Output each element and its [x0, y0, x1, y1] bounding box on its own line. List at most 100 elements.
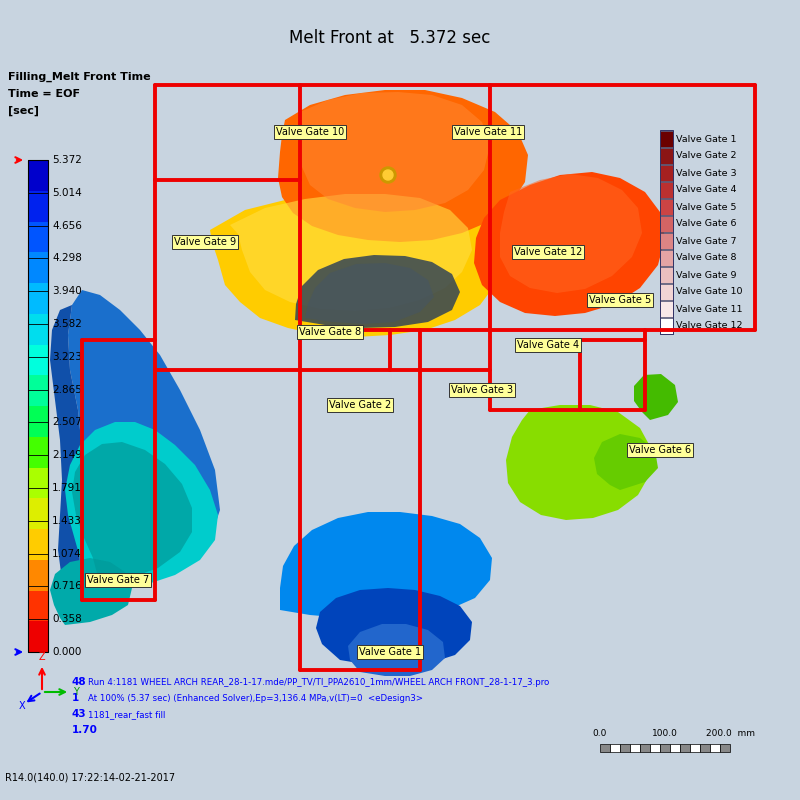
Bar: [620, 744, 630, 752]
Text: Time = EOF: Time = EOF: [8, 89, 80, 99]
Text: Valve Gate 7: Valve Gate 7: [676, 237, 737, 246]
Bar: [28, 622, 48, 652]
Bar: [660, 318, 673, 334]
Polygon shape: [278, 90, 528, 242]
Text: Valve Gate 2: Valve Gate 2: [329, 400, 391, 410]
Text: 1.433: 1.433: [52, 516, 82, 526]
Text: [sec]: [sec]: [8, 106, 39, 116]
Polygon shape: [634, 374, 678, 420]
Bar: [660, 130, 673, 334]
Text: 0.000: 0.000: [52, 647, 82, 657]
Bar: [660, 131, 673, 147]
Text: Valve Gate 7: Valve Gate 7: [87, 575, 149, 585]
Polygon shape: [210, 190, 500, 337]
Text: Valve Gate 12: Valve Gate 12: [514, 247, 582, 257]
Circle shape: [383, 170, 393, 180]
Bar: [660, 267, 673, 283]
Text: Valve Gate 1: Valve Gate 1: [676, 134, 737, 143]
Text: Valve Gate 6: Valve Gate 6: [676, 219, 737, 229]
Bar: [28, 314, 48, 345]
Bar: [600, 744, 610, 752]
Text: Valve Gate 3: Valve Gate 3: [676, 169, 737, 178]
Text: R14.0(140.0) 17:22:14-02-21-2017: R14.0(140.0) 17:22:14-02-21-2017: [5, 772, 175, 782]
Bar: [680, 744, 690, 752]
Text: Valve Gate 2: Valve Gate 2: [676, 151, 737, 161]
Text: Valve Gate 9: Valve Gate 9: [676, 270, 737, 279]
Text: X: X: [19, 701, 26, 711]
Text: Valve Gate 8: Valve Gate 8: [676, 254, 737, 262]
Text: Valve Gate 5: Valve Gate 5: [676, 202, 737, 211]
Polygon shape: [300, 92, 490, 212]
Bar: [660, 165, 673, 181]
Text: Filling_Melt Front Time: Filling_Melt Front Time: [8, 72, 150, 82]
Bar: [28, 498, 48, 529]
Text: 1: 1: [72, 693, 79, 703]
Polygon shape: [474, 172, 665, 316]
Text: 0.358: 0.358: [52, 614, 82, 624]
Bar: [640, 744, 650, 752]
Bar: [720, 744, 730, 752]
Text: 100.0: 100.0: [652, 729, 678, 738]
Bar: [660, 744, 670, 752]
Text: 43: 43: [72, 709, 86, 719]
Text: Valve Gate 11: Valve Gate 11: [676, 305, 742, 314]
Text: Valve Gate 6: Valve Gate 6: [629, 445, 691, 455]
Text: Z: Z: [38, 652, 46, 662]
Text: 5.014: 5.014: [52, 188, 82, 198]
Text: 1.074: 1.074: [52, 549, 82, 558]
Text: 2.149: 2.149: [52, 450, 82, 460]
Text: 4.656: 4.656: [52, 221, 82, 230]
Bar: [610, 744, 620, 752]
Bar: [700, 744, 710, 752]
Text: Y: Y: [73, 687, 79, 697]
Text: 48: 48: [72, 677, 86, 687]
Polygon shape: [316, 588, 472, 666]
Bar: [630, 744, 640, 752]
Text: Valve Gate 8: Valve Gate 8: [299, 327, 361, 337]
Bar: [710, 744, 720, 752]
Polygon shape: [500, 174, 642, 293]
Text: Valve Gate 4: Valve Gate 4: [517, 340, 579, 350]
Bar: [650, 744, 660, 752]
Text: Valve Gate 1: Valve Gate 1: [359, 647, 421, 657]
Bar: [670, 744, 680, 752]
Circle shape: [380, 167, 396, 183]
Text: Run 4:1181 WHEEL ARCH REAR_28-1-17.mde/PP_TV/TI_PPA2610_1mm/WHEEL ARCH FRONT_28-: Run 4:1181 WHEEL ARCH REAR_28-1-17.mde/P…: [88, 678, 550, 687]
Polygon shape: [280, 512, 492, 619]
Polygon shape: [72, 442, 192, 585]
Text: Valve Gate 10: Valve Gate 10: [276, 127, 344, 137]
Text: Valve Gate 10: Valve Gate 10: [676, 287, 742, 297]
Bar: [28, 437, 48, 467]
Bar: [28, 160, 48, 190]
Bar: [28, 345, 48, 375]
Bar: [28, 283, 48, 314]
Text: 1181_rear_fast fill: 1181_rear_fast fill: [88, 710, 166, 719]
Bar: [28, 467, 48, 498]
Bar: [28, 190, 48, 222]
Text: 0.716: 0.716: [52, 582, 82, 591]
Bar: [660, 301, 673, 317]
Bar: [660, 250, 673, 266]
Bar: [660, 148, 673, 164]
Text: 3.223: 3.223: [52, 352, 82, 362]
Bar: [28, 406, 48, 437]
Bar: [660, 182, 673, 198]
Text: 2.507: 2.507: [52, 418, 82, 427]
Polygon shape: [506, 405, 652, 520]
Text: Valve Gate 12: Valve Gate 12: [676, 322, 742, 330]
Polygon shape: [295, 255, 460, 328]
Bar: [690, 744, 700, 752]
Text: 0.0: 0.0: [593, 729, 607, 738]
Bar: [660, 233, 673, 249]
Text: 3.582: 3.582: [52, 319, 82, 329]
Text: 3.940: 3.940: [52, 286, 82, 296]
Polygon shape: [68, 290, 220, 600]
Polygon shape: [348, 624, 445, 676]
Text: 5.372: 5.372: [52, 155, 82, 165]
Polygon shape: [50, 305, 88, 600]
Text: Valve Gate 9: Valve Gate 9: [174, 237, 236, 247]
Text: 200.0  mm: 200.0 mm: [706, 729, 754, 738]
Text: 2.865: 2.865: [52, 385, 82, 394]
Text: Valve Gate 3: Valve Gate 3: [451, 385, 513, 395]
Text: 4.298: 4.298: [52, 254, 82, 263]
